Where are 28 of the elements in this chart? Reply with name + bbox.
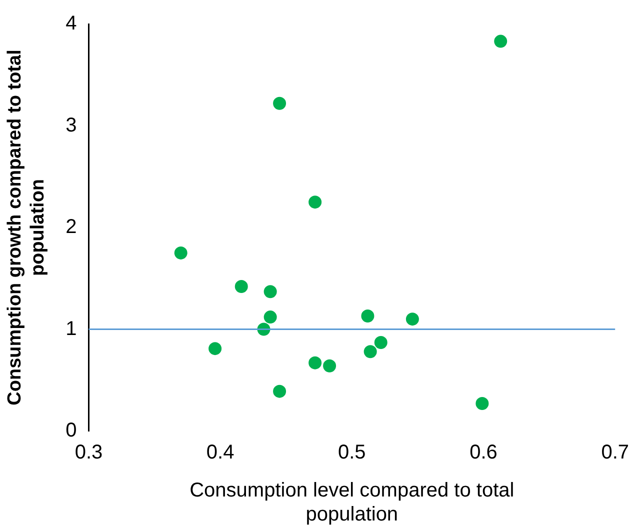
y-tick-label: 3 — [66, 114, 77, 136]
x-axis-title: Consumption level compared to total population — [190, 480, 514, 526]
x-tick-label: 0.5 — [338, 442, 366, 464]
point — [476, 397, 489, 410]
point — [208, 342, 222, 356]
point — [494, 34, 508, 48]
y-tick-label: 1 — [66, 318, 77, 340]
point — [364, 345, 377, 358]
x-tick-label: 0.7 — [601, 442, 630, 464]
point — [234, 280, 248, 294]
point — [361, 310, 374, 323]
y-tick-label: 2 — [66, 216, 77, 238]
point — [308, 196, 322, 209]
point — [273, 384, 286, 398]
point — [323, 359, 336, 372]
y-axis-title: Consumption growth compared to total population — [4, 50, 48, 406]
point — [174, 246, 188, 260]
point — [374, 336, 388, 349]
point — [273, 96, 286, 110]
y-tick-label: 4 — [66, 12, 77, 35]
x-tick-label: 0.6 — [470, 442, 498, 464]
point — [264, 285, 277, 298]
point — [308, 356, 322, 370]
x-tick-label: 0.3 — [74, 442, 103, 464]
point — [264, 310, 277, 324]
x-tick-label: 0.4 — [206, 442, 234, 464]
point — [406, 312, 419, 326]
y-tick-label: 0 — [66, 420, 77, 442]
